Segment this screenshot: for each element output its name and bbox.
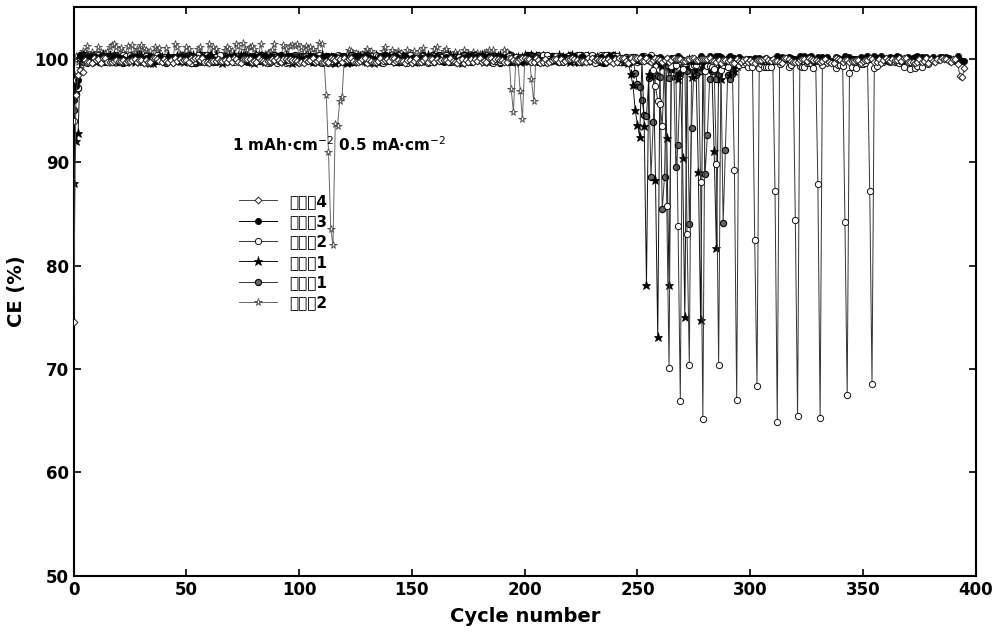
Y-axis label: CE (%): CE (%) [7,256,26,327]
X-axis label: Cycle number: Cycle number [450,607,600,626]
Text: 1 mAh·cm$^{-2}$ 0.5 mA·cm$^{-2}$: 1 mAh·cm$^{-2}$ 0.5 mA·cm$^{-2}$ [232,135,446,154]
Legend: 实施例4, 实施例3, 实施例2, 实施例1, 对比例1, 对比例2: 实施例4, 实施例3, 实施例2, 实施例1, 对比例1, 对比例2 [239,194,328,311]
